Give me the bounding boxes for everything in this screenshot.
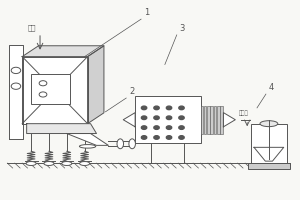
Polygon shape	[9, 45, 23, 139]
Circle shape	[154, 136, 159, 139]
Ellipse shape	[80, 145, 96, 148]
Circle shape	[141, 136, 147, 139]
Ellipse shape	[260, 121, 278, 127]
Bar	[200, 106, 203, 134]
Bar	[251, 124, 287, 163]
Circle shape	[166, 106, 172, 110]
Bar	[31, 74, 70, 104]
Text: 2: 2	[129, 87, 134, 96]
Circle shape	[166, 116, 172, 120]
Polygon shape	[123, 113, 135, 127]
Ellipse shape	[129, 139, 135, 149]
Circle shape	[154, 116, 159, 120]
Bar	[217, 106, 220, 134]
Circle shape	[11, 83, 21, 89]
Text: 排料口: 排料口	[238, 110, 248, 116]
Bar	[210, 106, 213, 134]
Circle shape	[179, 126, 184, 129]
Bar	[248, 163, 290, 169]
Ellipse shape	[117, 139, 124, 149]
Ellipse shape	[44, 162, 54, 165]
Bar	[207, 106, 210, 134]
Circle shape	[166, 136, 172, 139]
Circle shape	[154, 106, 159, 110]
Circle shape	[179, 106, 184, 110]
Text: 3: 3	[180, 24, 185, 33]
Circle shape	[39, 92, 47, 97]
Polygon shape	[22, 57, 88, 124]
Ellipse shape	[26, 162, 36, 165]
Circle shape	[179, 136, 184, 139]
Circle shape	[154, 126, 159, 129]
Text: 1: 1	[144, 8, 149, 17]
Circle shape	[39, 81, 47, 86]
Ellipse shape	[80, 162, 90, 165]
Circle shape	[179, 116, 184, 120]
Circle shape	[11, 67, 21, 74]
Circle shape	[166, 126, 172, 129]
Text: 4: 4	[269, 83, 274, 92]
Bar	[135, 96, 200, 143]
Bar	[214, 106, 216, 134]
Polygon shape	[27, 124, 97, 134]
Text: 进料: 进料	[28, 24, 37, 31]
Circle shape	[141, 106, 147, 110]
Polygon shape	[224, 113, 235, 127]
Ellipse shape	[62, 162, 72, 165]
Bar	[204, 106, 206, 134]
Polygon shape	[22, 46, 104, 57]
Bar	[220, 106, 223, 134]
Polygon shape	[67, 134, 108, 145]
Polygon shape	[88, 46, 104, 124]
Circle shape	[141, 126, 147, 129]
Polygon shape	[254, 147, 284, 161]
Circle shape	[141, 116, 147, 120]
